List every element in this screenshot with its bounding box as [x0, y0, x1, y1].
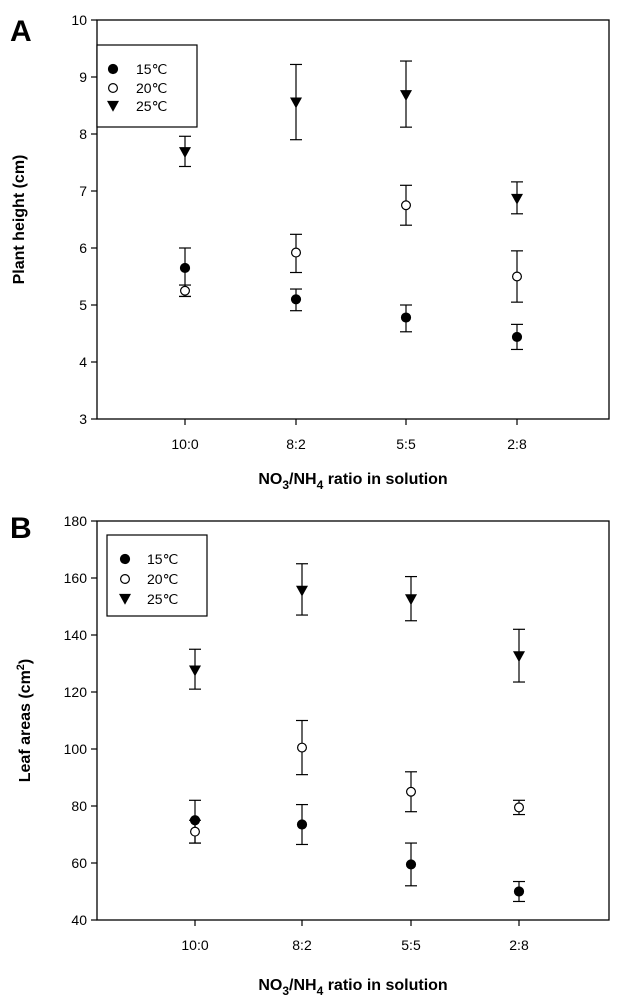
legend-marker — [107, 63, 119, 75]
data-point-marker — [513, 802, 524, 813]
series-3-point-4 — [511, 181, 523, 215]
y-tick-label: 6 — [79, 240, 87, 256]
y-axis-title: Leaf areas (cm2) — [15, 659, 34, 783]
data-point-marker — [297, 742, 308, 753]
x-tick-label: 2:8 — [509, 937, 529, 953]
x-tick-label: 5:5 — [396, 436, 416, 452]
legend-marker — [107, 100, 119, 112]
y-tick-label: 7 — [79, 183, 87, 199]
y-tick-label: 140 — [64, 627, 88, 643]
data-point-marker — [511, 331, 523, 343]
plant-height-chart: A 3 4 5 6 7 8 9 10 10:0 8:2 5:5 2:8 NO3/NH4 ratio in… — [10, 12, 610, 492]
series-3-point-4 — [513, 628, 525, 683]
data-point-marker — [291, 247, 302, 258]
x-tick-label: 8:2 — [286, 436, 306, 452]
series-3-point-1 — [189, 648, 201, 690]
y-tick-label: 5 — [79, 297, 87, 313]
data-point-marker — [513, 651, 525, 663]
data-point-marker — [179, 262, 191, 274]
legend-marker — [119, 573, 130, 584]
y-tick-label: 3 — [79, 411, 87, 427]
legend-label: 15℃ — [147, 551, 178, 567]
legend-marker — [107, 82, 118, 93]
series-1-point-2 — [290, 288, 302, 312]
series-1-point-2 — [296, 803, 308, 846]
data-point-marker — [296, 819, 308, 830]
series-3-point-2 — [290, 63, 302, 141]
series-1-point-4 — [513, 880, 525, 903]
panel-a-label: A — [10, 15, 32, 48]
data-point-marker — [405, 594, 417, 606]
y-tick-label: 180 — [64, 513, 88, 529]
data-point-marker — [179, 147, 191, 158]
panel-a-chart: A 3 4 5 6 7 8 9 10 10:0 8:2 5:5 2:8 NO3/NH4 ratio in… — [10, 12, 610, 492]
series-3-point-3 — [400, 60, 412, 128]
y-tick-label: 8 — [79, 126, 87, 142]
x-tick-label: 2:8 — [507, 436, 527, 452]
x-tick-label: 10:0 — [181, 937, 208, 953]
y-tick-label: 160 — [64, 570, 88, 586]
plot-frame — [96, 520, 610, 921]
leaf-area-chart: B 40 60 80 100 120 140 160 180 10:0 8:2 5:5 2:8 NO3/… — [10, 512, 610, 996]
data-point-marker — [189, 665, 201, 677]
data-point-marker — [511, 271, 522, 282]
x-tick-label: 5:5 — [401, 937, 421, 953]
series-2-point-4 — [511, 250, 523, 303]
series-2-point-1 — [189, 819, 201, 844]
series-2-point-4 — [513, 799, 525, 816]
data-point-marker — [406, 786, 417, 797]
data-point-marker — [290, 97, 302, 109]
y-tick-label: 10 — [71, 12, 87, 28]
x-axis-title: NO3/NH4 ratio in solution — [258, 977, 447, 996]
legend-label: 20℃ — [136, 80, 167, 96]
data-point-marker — [180, 285, 191, 296]
y-tick-label: 120 — [64, 684, 88, 700]
y-tick-label: 9 — [79, 69, 87, 85]
y-tick-label: 80 — [71, 798, 87, 814]
legend-label: 20℃ — [147, 571, 178, 587]
series-1-point-3 — [405, 842, 417, 887]
series-1-point-4 — [511, 323, 523, 351]
data-point-marker — [190, 826, 201, 837]
series-2-point-1 — [179, 284, 191, 298]
x-axis-title: NO3/NH4 ratio in solution — [258, 471, 447, 492]
series-2-point-3 — [400, 184, 412, 226]
data-point-marker — [296, 585, 308, 597]
data-point-marker — [400, 312, 412, 323]
series-2-point-3 — [405, 771, 417, 813]
data-point-marker — [405, 859, 417, 870]
legend-label: 25℃ — [147, 591, 178, 607]
legend-label: 15℃ — [136, 61, 167, 77]
panel-b-chart: B 40 60 80 100 120 140 160 180 10:0 8:2 5:5 2:8 NO3/… — [0, 498, 618, 996]
series-1-point-3 — [400, 304, 412, 333]
series-3-point-2 — [296, 563, 308, 616]
series-2-point-2 — [296, 719, 308, 776]
data-point-marker — [513, 886, 525, 897]
data-point-marker — [400, 90, 412, 101]
panel-b-label: B — [10, 512, 32, 545]
y-tick-label: 100 — [64, 741, 88, 757]
data-point-marker — [511, 193, 523, 205]
data-point-marker — [401, 200, 412, 211]
y-tick-label: 40 — [71, 912, 87, 928]
y-tick-label: 4 — [79, 354, 87, 370]
x-tick-label: 8:2 — [292, 937, 312, 953]
legend-marker — [119, 553, 131, 565]
x-tick-label: 10:0 — [171, 436, 198, 452]
legend-marker — [119, 593, 131, 605]
data-point-marker — [290, 294, 302, 305]
y-tick-label: 60 — [71, 855, 87, 871]
series-3-point-3 — [405, 575, 417, 622]
series-3-point-1 — [179, 135, 191, 168]
y-axis-title: Plant height (cm) — [11, 155, 28, 285]
legend-label: 25℃ — [136, 98, 167, 114]
plot-frame — [96, 19, 610, 420]
series-2-point-2 — [290, 233, 302, 274]
